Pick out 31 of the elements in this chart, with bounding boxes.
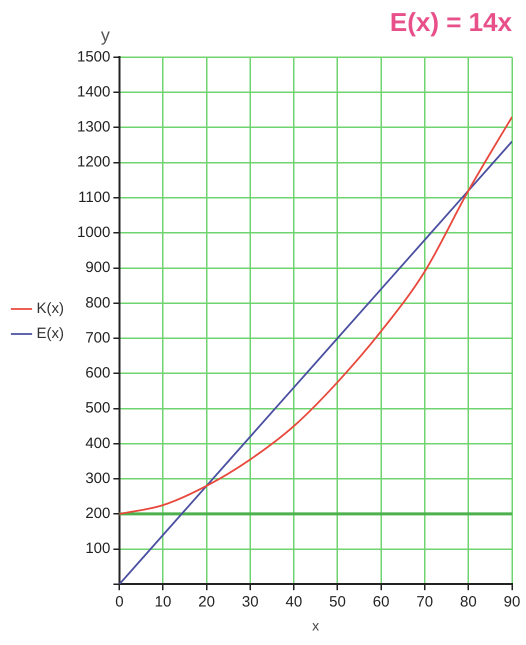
y-tick-label: 1400 bbox=[76, 83, 110, 100]
chart-title: E(x) = 14x bbox=[390, 6, 513, 37]
y-tick-label: 300 bbox=[85, 470, 110, 487]
x-tick-label: 80 bbox=[460, 593, 477, 610]
y-tick-label: 1500 bbox=[76, 48, 110, 66]
legend-label: K(x) bbox=[36, 300, 64, 318]
y-tick-label: 500 bbox=[85, 400, 110, 417]
x-tick-label: 10 bbox=[154, 593, 172, 610]
y-tick-label: 1200 bbox=[76, 154, 110, 171]
y-tick-label: 1100 bbox=[78, 188, 110, 206]
y-tick-label: 200 bbox=[85, 505, 110, 522]
y-tick-label: 100 bbox=[85, 540, 110, 558]
y-tick-label: 900 bbox=[85, 259, 110, 276]
y-tick-label: 1300 bbox=[76, 118, 110, 136]
y-tick-label: 1000 bbox=[76, 224, 110, 242]
x-tick-label: 60 bbox=[372, 593, 390, 610]
x-tick-label: 50 bbox=[329, 593, 346, 610]
x-tick-label: 20 bbox=[198, 593, 215, 610]
y-tick-label: 700 bbox=[85, 329, 110, 346]
x-tick-label: 70 bbox=[416, 593, 434, 610]
x-tick-label: 90 bbox=[504, 593, 520, 610]
line-series bbox=[119, 116, 512, 515]
y-axis-title: y bbox=[100, 25, 110, 46]
x-tick-label: 0 bbox=[115, 593, 124, 610]
y-tick-label: 800 bbox=[85, 294, 110, 312]
y-tick-label: 600 bbox=[85, 364, 110, 382]
y-tick-label: 400 bbox=[85, 434, 110, 452]
legend-label: E(x) bbox=[36, 325, 64, 342]
x-tick-label: 30 bbox=[242, 593, 259, 610]
x-axis-title: x bbox=[312, 617, 320, 634]
x-tick-label: 40 bbox=[286, 593, 302, 610]
